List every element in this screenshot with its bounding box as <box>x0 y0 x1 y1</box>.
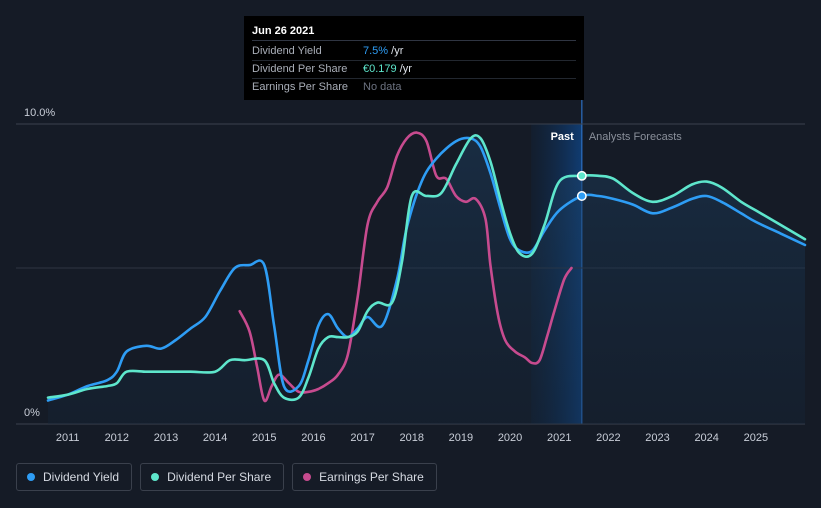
legend-label: Dividend Per Share <box>167 470 272 484</box>
dividend-per-share-line <box>46 134 807 402</box>
tooltip-date: Jun 26 2021 <box>252 22 576 41</box>
tooltip-value: 7.5% /yr <box>363 45 404 57</box>
x-tick-label: 2021 <box>547 432 571 444</box>
x-tick-label: 2019 <box>449 432 473 444</box>
legend-label: Earnings Per Share <box>319 470 424 484</box>
tooltip-row-dividend-yield: Dividend Yield 7.5% /yr <box>252 43 576 61</box>
x-tick-label: 2013 <box>154 432 178 444</box>
y-tick-label: 0% <box>24 407 40 419</box>
x-tick-label: 2023 <box>645 432 669 444</box>
dividend-yield-line <box>46 136 807 402</box>
tooltip-label: Earnings Per Share <box>252 81 348 93</box>
past-label: Past <box>551 131 575 143</box>
tooltip-label: Dividend Yield <box>252 45 322 57</box>
legend-item-dividend-per-share[interactable]: Dividend Per Share <box>140 463 285 491</box>
x-tick-label: 2016 <box>301 432 325 444</box>
forecast-label: Analysts Forecasts <box>589 131 682 143</box>
tooltip-row-dividend-per-share: Dividend Per Share €0.179 /yr <box>252 61 576 79</box>
hover-tooltip: Jun 26 2021 Dividend Yield 7.5% /yr Divi… <box>244 16 584 100</box>
x-tick-label: 2017 <box>350 432 374 444</box>
dividend-yield-point <box>576 191 587 201</box>
legend-item-earnings-per-share[interactable]: Earnings Per Share <box>292 463 437 491</box>
x-tick-label: 2014 <box>203 432 227 444</box>
legend-item-dividend-yield[interactable]: Dividend Yield <box>16 463 133 491</box>
x-tick-label: 2018 <box>400 432 424 444</box>
dividend-per-share-point <box>576 170 587 181</box>
tooltip-value: No data <box>363 81 402 93</box>
x-tick-label: 2012 <box>105 432 129 444</box>
x-tick-label: 2025 <box>744 432 768 444</box>
legend-label: Dividend Yield <box>43 470 120 484</box>
tooltip-row-earnings-per-share: Earnings Per Share No data <box>252 79 576 96</box>
x-tick-label: 2020 <box>498 432 522 444</box>
legend-dot <box>303 473 312 481</box>
tooltip-label: Dividend Per Share <box>252 63 348 75</box>
x-tick-label: 2022 <box>596 432 620 444</box>
x-tick-label: 2015 <box>252 432 276 444</box>
y-tick-label: 10.0% <box>24 107 55 119</box>
x-tick-label: 2011 <box>56 432 80 444</box>
legend-dot <box>27 473 35 481</box>
chart-legend: Dividend Yield Dividend Per Share Earnin… <box>16 463 437 491</box>
legend-dot <box>151 473 160 481</box>
earnings-per-share-line <box>238 131 573 403</box>
area-fill <box>48 135 805 424</box>
tooltip-value: €0.179 /yr <box>363 63 412 75</box>
x-tick-label: 2024 <box>694 432 718 444</box>
